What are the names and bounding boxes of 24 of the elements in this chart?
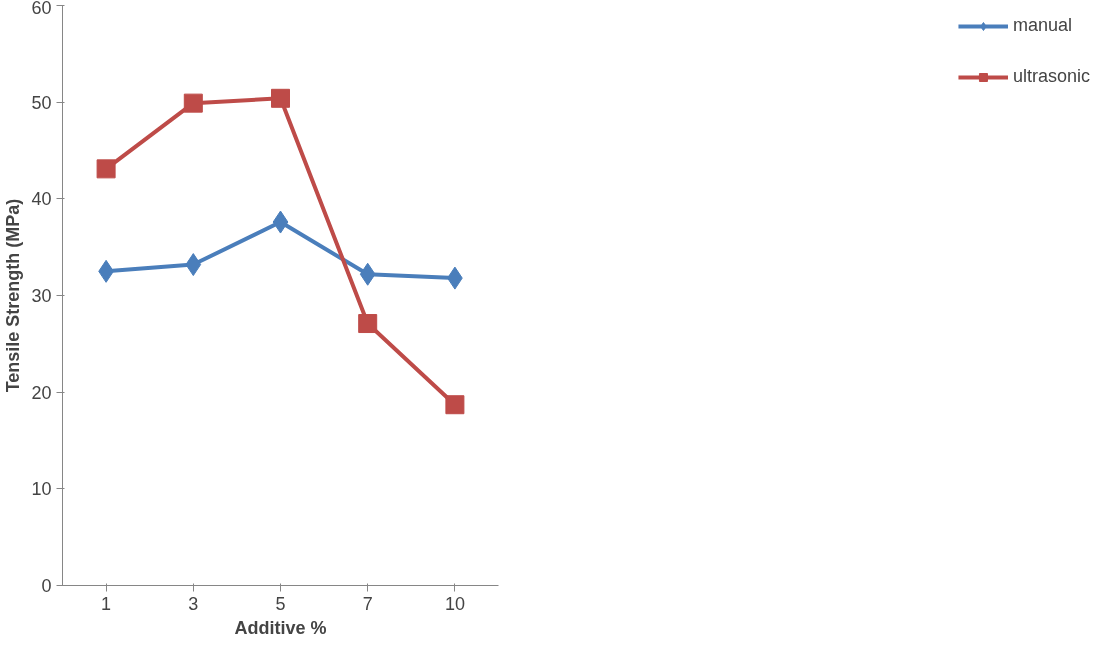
point	[271, 88, 290, 108]
y-tick-label: 0	[41, 576, 52, 596]
x-tick-label: 5	[275, 593, 286, 614]
point	[96, 159, 116, 179]
x-tick-label: 10	[444, 593, 465, 614]
legend-label: manual	[1012, 15, 1072, 36]
y-tick-label: 40	[31, 189, 52, 210]
x-tick-label: 1	[101, 593, 112, 614]
x-tick-label: 7	[362, 593, 373, 614]
point	[445, 395, 465, 415]
y-tick-label: 60	[31, 0, 52, 18]
point	[272, 210, 289, 234]
legend-label: ultrasonic	[1012, 66, 1090, 87]
point	[185, 253, 202, 277]
y-tick-label: 30	[31, 286, 52, 306]
y-axis-title: Tensile Strength (MPa)	[3, 198, 24, 393]
x-axis-title: Additive %	[234, 617, 327, 638]
y-tick-label: 10	[31, 479, 52, 500]
y-tick-label: 20	[31, 382, 52, 403]
point	[358, 314, 378, 334]
y-tick-label: 50	[31, 92, 52, 113]
x-tick-label: 3	[188, 593, 199, 614]
point	[183, 93, 203, 113]
point	[359, 262, 376, 286]
